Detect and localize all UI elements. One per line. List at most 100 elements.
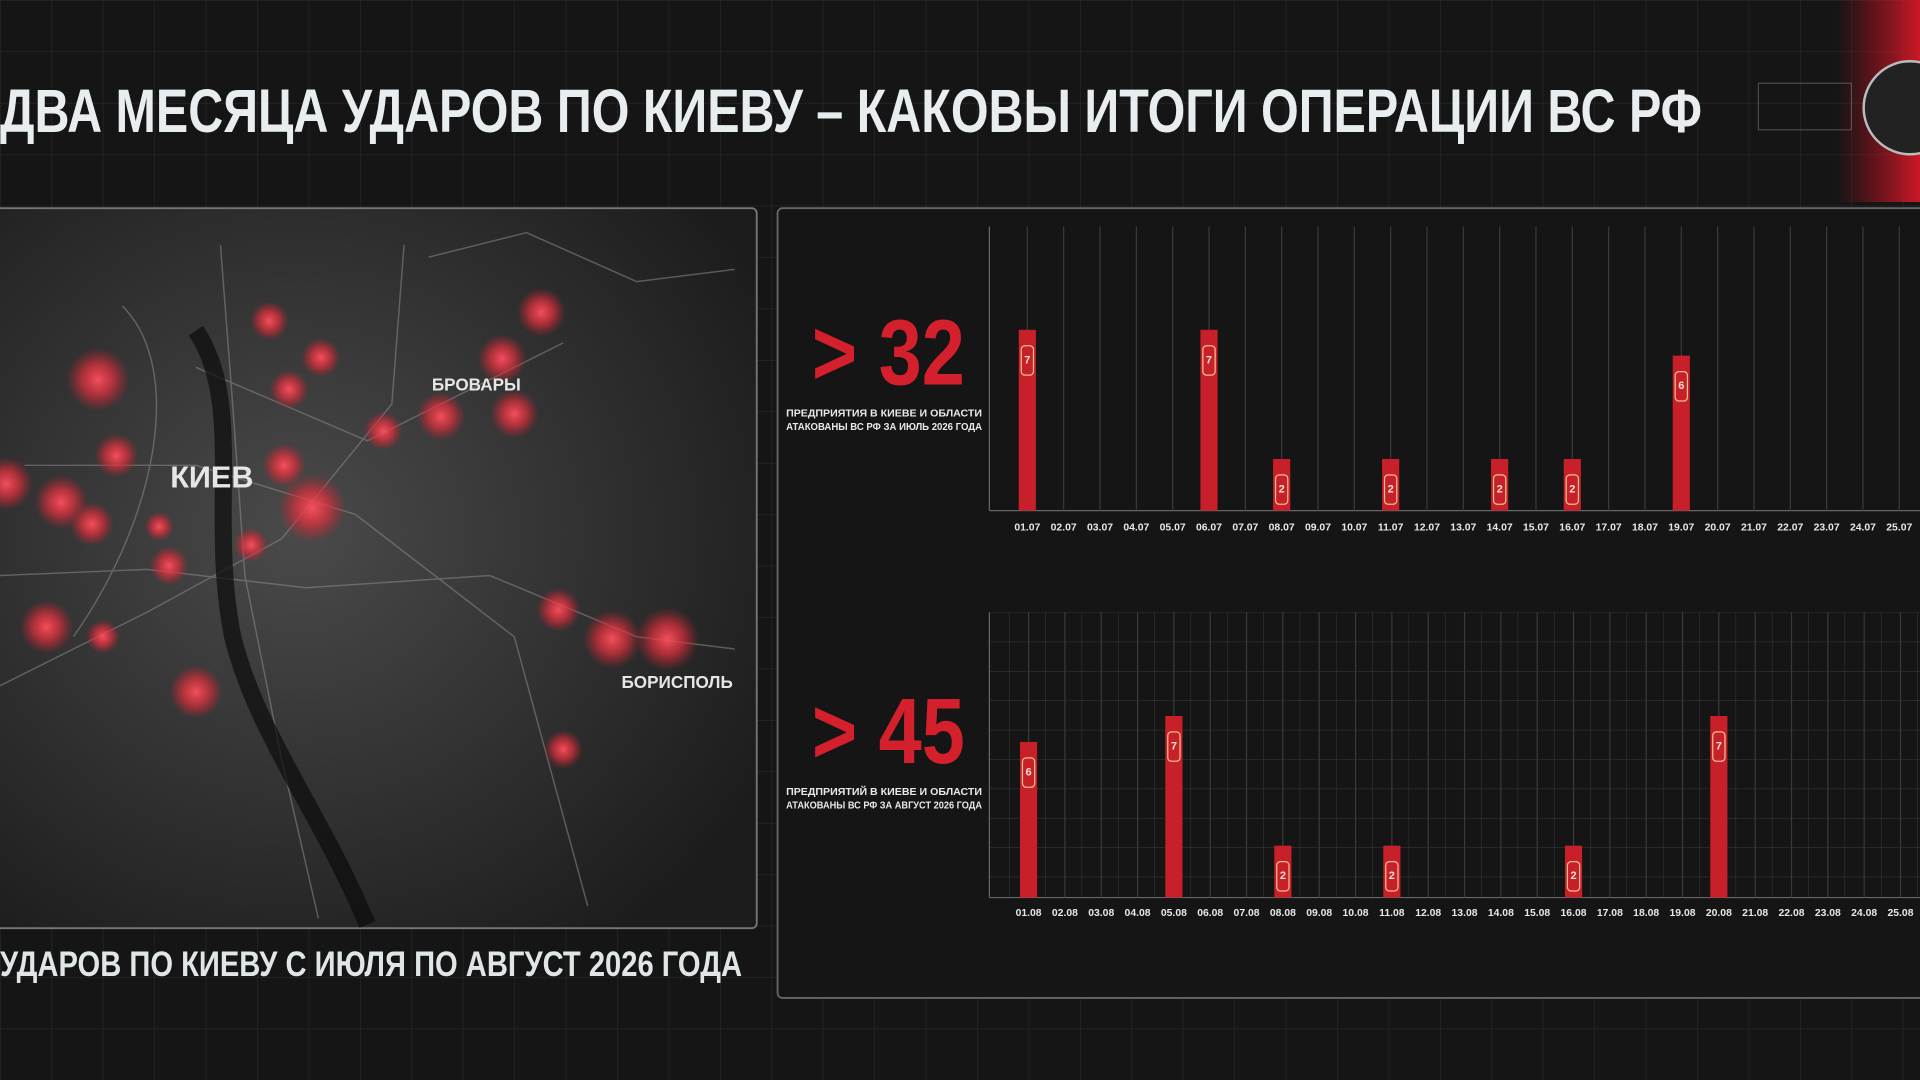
value-label: 2 [1279,483,1285,495]
value-label-box [1712,731,1726,762]
x-tick-label: 10.07 [1341,523,1367,534]
x-tick-label: 01.07 [1014,523,1040,534]
x-tick-label: 15.08 [1524,908,1550,919]
x-tick-label: 22.08 [1779,908,1805,919]
x-tick-label: 01.08 [1016,908,1042,919]
x-tick-label: 08.08 [1270,908,1296,919]
x-tick-label: 07.07 [1232,523,1258,534]
value-label-box [1492,474,1507,505]
bar [1382,458,1400,511]
bar [1383,845,1401,898]
value-label: 2 [1570,870,1576,882]
chart-grid-background [989,612,1920,898]
x-tick-label: 16.07 [1559,523,1585,534]
x-tick-label: 24.07 [1850,523,1876,534]
map-label: БОРИСПОЛЬ [622,672,733,692]
x-tick-label: 09.07 [1305,523,1331,534]
logo-wordmark [1757,82,1853,131]
bar [1563,458,1581,511]
value-label: 7 [1024,354,1030,366]
stat-number: > 32 [812,300,965,404]
x-tick-label: 11.08 [1379,908,1405,919]
stat-number: > 45 [812,679,965,783]
x-tick-label: 14.07 [1487,523,1513,534]
x-tick-label: 17.08 [1597,908,1623,919]
bar [1564,845,1583,898]
x-tick-label: 20.07 [1705,523,1731,534]
x-tick-label: 18.07 [1632,523,1658,534]
x-tick-label: 05.07 [1160,523,1186,534]
value-label: 2 [1569,483,1575,495]
x-tick-label: 11.07 [1378,523,1404,534]
value-label-box [1020,345,1035,376]
value-label-box [1021,757,1036,788]
x-tick-label: 24.08 [1851,908,1877,919]
bar [1274,845,1292,898]
x-tick-label: 04.08 [1125,908,1151,919]
map-caption: УДАРОВ ПО КИЕВУ С ИЮЛЯ ПО АВГУСТ 2026 ГО… [0,944,742,984]
stat-caption: АТАКОВАНЫ ВС РФ ЗА АВГУСТ 2026 ГОДА [786,800,982,811]
x-tick-label: 16.08 [1561,908,1587,919]
x-tick-label: 18.08 [1633,908,1659,919]
x-tick-label: 07.08 [1234,908,1260,919]
bar [1491,458,1509,511]
x-tick-label: 06.08 [1197,908,1223,919]
logo-emblem [1862,60,1920,156]
x-tick-label: 08.07 [1269,523,1295,534]
x-tick-label: 02.07 [1051,523,1077,534]
x-tick-label: 21.08 [1742,908,1768,919]
x-tick-label: 13.08 [1452,908,1478,919]
stat-caption: ПРЕДПРИЯТИЯ В КИЕВЕ И ОБЛАСТИ [786,409,982,420]
x-tick-label: 21.07 [1741,523,1767,534]
x-tick-label: 17.07 [1596,523,1622,534]
x-tick-label: 25.08 [1887,908,1913,919]
x-tick-label: 19.08 [1670,908,1696,919]
page-title: ДВА МЕСЯЦА УДАРОВ ПО КИЕВУ – КАКОВЫ ИТОГ… [0,77,1702,145]
x-tick-label: 13.07 [1450,523,1476,534]
value-label-box [1202,345,1216,376]
x-tick-label: 20.08 [1706,908,1732,919]
stat-caption: ПРЕДПРИЯТИЙ В КИЕВЕ И ОБЛАСТИ [786,785,982,798]
bar [1672,355,1690,511]
x-tick-label: 25.07 [1886,523,1912,534]
x-tick-label: 06.07 [1196,523,1222,534]
x-tick-label: 12.08 [1415,908,1441,919]
x-tick-label: 19.07 [1668,523,1694,534]
x-tick-label: 10.08 [1343,908,1369,919]
value-label: 6 [1026,766,1032,778]
value-label-box [1167,731,1181,762]
value-label-box [1276,860,1290,892]
map-label: КИЕВ [170,460,253,494]
strike-blobs [0,287,700,769]
x-tick-label: 15.07 [1523,523,1549,534]
value-label: 7 [1206,354,1212,366]
bar [1020,741,1038,898]
bar [1273,458,1291,511]
x-tick-label: 03.08 [1088,908,1114,919]
value-label: 2 [1389,870,1395,882]
value-label: 2 [1497,483,1503,495]
value-label-box [1385,860,1399,892]
value-label: 7 [1171,741,1177,753]
x-tick-label: 09.08 [1306,908,1332,919]
x-tick-label: 02.08 [1052,908,1078,919]
value-label-box [1566,860,1581,892]
x-tick-label: 12.07 [1414,523,1440,534]
x-tick-label: 23.08 [1815,908,1841,919]
x-tick-label: 14.08 [1488,908,1514,919]
value-label-box [1383,474,1398,505]
value-label: 2 [1280,870,1286,882]
x-tick-label: 05.08 [1161,908,1187,919]
map-label: БРОВАРЫ [432,375,521,395]
map-panel: КИЕВ БРОВАРЫ БОРИСПОЛЬ [0,207,758,930]
value-label: 6 [1678,380,1684,392]
x-tick-label: 22.07 [1777,523,1803,534]
stat-caption: АТАКОВАНЫ ВС РФ ЗА ИЮЛЬ 2026 ГОДА [786,422,982,433]
x-tick-label: 04.07 [1123,523,1149,534]
value-label: 2 [1388,483,1394,495]
x-tick-label: 23.07 [1814,523,1840,534]
value-label-box [1674,370,1689,402]
charts: 01.07 02.07 03.07 04.07 05.07 06.07 07.07 08.07… [786,226,1920,919]
